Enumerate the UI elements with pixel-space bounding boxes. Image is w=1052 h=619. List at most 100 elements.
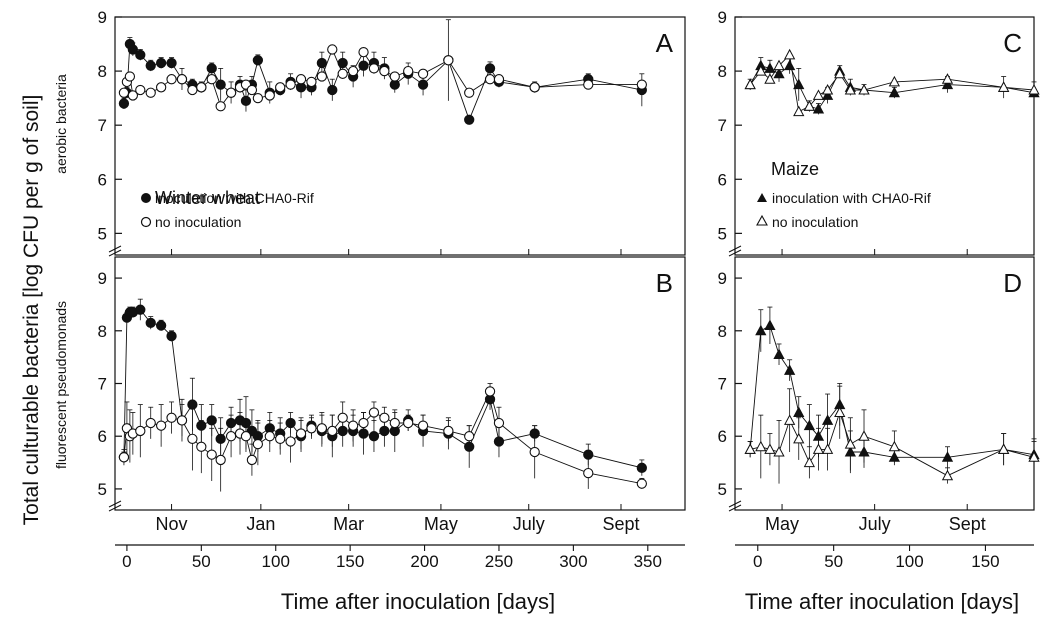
x-tick-label: 200 <box>410 552 438 571</box>
x-tick-label: 50 <box>824 552 843 571</box>
panel-B: 5 6 7 8 9 B <box>98 256 686 512</box>
y-tick-label: 8 <box>98 322 107 341</box>
data-point <box>998 443 1010 454</box>
legend-wheat-open-marker <box>140 216 152 228</box>
data-point <box>127 90 139 101</box>
y-tick-label: 7 <box>718 375 727 394</box>
data-point <box>215 79 226 90</box>
data-point <box>145 60 156 71</box>
x-axis-title-left: Time after inoculation [days] <box>281 589 555 614</box>
legend-maize: Maize inoculation with CHA0-Rif no inocu… <box>756 159 931 230</box>
legend-wheat-title: Winter wheat <box>155 188 260 208</box>
data-point <box>196 441 207 452</box>
data-point <box>135 425 146 437</box>
y-axis-title: Total culturable bacteria [log CFU per g… <box>20 95 43 526</box>
data-point <box>306 423 317 434</box>
data-point <box>803 419 816 431</box>
data-point <box>368 63 380 74</box>
data-point <box>755 65 767 76</box>
data-point <box>784 48 796 60</box>
data-point <box>793 105 805 117</box>
data-point <box>764 62 776 73</box>
data-point <box>295 428 307 439</box>
data-point <box>812 89 825 100</box>
data-point <box>773 348 785 360</box>
data-point <box>464 87 475 98</box>
panel-frame-A <box>114 16 686 256</box>
x-tick-label: 100 <box>262 552 290 571</box>
data-point <box>484 63 496 74</box>
data-point <box>764 73 776 84</box>
axis-break-mark <box>108 249 122 257</box>
data-point <box>166 74 177 85</box>
x-tick-label: 150 <box>971 552 999 571</box>
panel-frame-B <box>114 256 686 511</box>
data-point <box>744 78 756 90</box>
data-point <box>493 417 505 429</box>
x-axis-maize: 0 50 100 150 May July Sept <box>735 514 1034 571</box>
y-axis-subtitle-A: aerobic bacteria <box>53 74 69 174</box>
data-point <box>118 98 130 109</box>
x-tick-label: 0 <box>122 552 131 571</box>
x-axis-wheat: 0 50 100 150 200 250 300 350 Nov Jan Mar May July Sep… <box>115 514 685 571</box>
data-point <box>264 90 275 101</box>
data-point <box>285 79 296 90</box>
data-point <box>834 67 846 79</box>
data-point <box>337 412 348 423</box>
data-point <box>793 432 805 444</box>
data-point <box>821 443 834 454</box>
panel-A: 5 6 7 8 9 A <box>98 8 686 257</box>
data-point <box>888 75 900 87</box>
data-point <box>403 65 414 77</box>
data-point <box>755 324 767 336</box>
data-point <box>583 467 594 479</box>
panel-label: A <box>656 28 674 58</box>
x-tick-label: 50 <box>192 552 211 571</box>
series-line <box>123 48 642 108</box>
panel-D: 5 6 7 8 9 D <box>718 256 1040 512</box>
data-point <box>337 68 348 79</box>
legend-wheat-inoc: inoculation with CHA0-Rif <box>155 190 314 206</box>
data-point <box>252 92 264 104</box>
data-point <box>821 414 834 425</box>
data-point <box>844 83 856 95</box>
data-point <box>295 74 307 85</box>
month-label: May <box>424 514 458 534</box>
data-point <box>240 431 252 442</box>
data-point <box>464 431 475 442</box>
data-point <box>252 55 264 66</box>
data-point <box>155 420 167 431</box>
y-tick-label: 9 <box>98 269 107 288</box>
legend-maize-open-marker <box>756 214 768 226</box>
data-point <box>327 84 338 96</box>
data-point <box>417 79 429 90</box>
data-point <box>1028 451 1040 462</box>
x-tick-label: 150 <box>336 552 364 571</box>
data-point <box>252 438 264 450</box>
data-point <box>812 443 825 454</box>
data-point <box>327 44 338 55</box>
data-point <box>118 87 130 98</box>
axis-break-mark <box>728 504 742 512</box>
data-point <box>773 59 785 71</box>
data-point <box>347 420 359 431</box>
month-label: Nov <box>156 514 188 534</box>
data-point <box>166 330 177 342</box>
y-tick-label: 9 <box>718 269 727 288</box>
data-point <box>264 431 275 442</box>
data-point <box>127 44 139 55</box>
legend-wheat: Winter wheat inoculation with CHA0-Rif n… <box>140 188 314 230</box>
data-point <box>124 71 136 82</box>
data-point <box>316 71 328 82</box>
y-tick-label: 6 <box>718 170 727 189</box>
data-point <box>529 446 540 458</box>
data-point <box>246 454 258 466</box>
data-point <box>793 78 805 90</box>
series-no-inoculation <box>744 48 1040 117</box>
series-line <box>123 309 642 469</box>
data-point <box>379 412 390 423</box>
axis-break-mark <box>728 500 742 508</box>
data-point <box>358 47 369 58</box>
data-point <box>368 407 380 418</box>
